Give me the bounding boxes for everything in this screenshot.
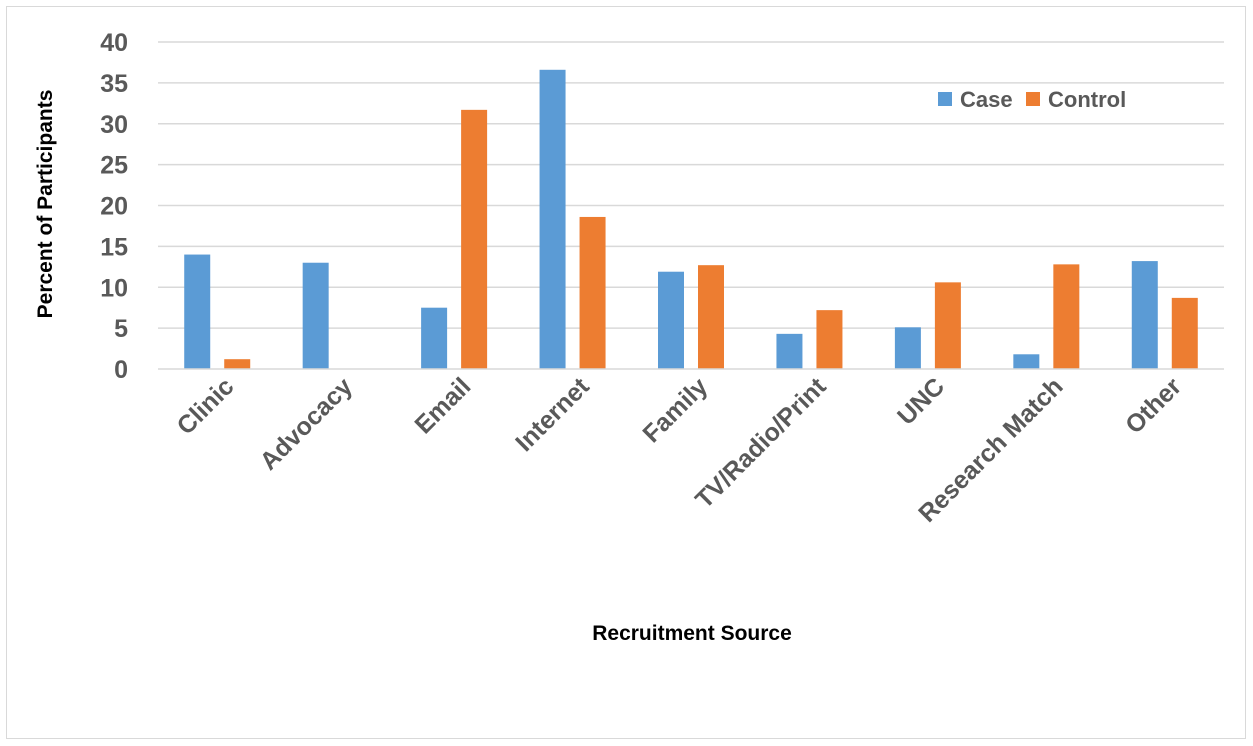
gridlines — [158, 41, 1224, 329]
bar-control-unc — [934, 282, 961, 369]
x-tick-label: Email — [409, 372, 476, 439]
bar-case-other — [1131, 261, 1158, 369]
bar-case-advocacy — [302, 262, 329, 369]
y-tick-label: 5 — [114, 315, 128, 343]
y-axis-title: Percent of Participants — [34, 90, 57, 319]
y-axis-ticks: 0 5 10 15 20 25 30 35 40 — [100, 29, 128, 384]
y-tick-label: 40 — [100, 29, 128, 57]
x-tick-label: Advocacy — [255, 372, 358, 475]
y-tick-label: 20 — [100, 193, 128, 221]
bar-case-email — [421, 307, 448, 369]
chart-frame — [6, 6, 1246, 739]
x-tick-label: Clinic — [172, 372, 240, 440]
bar-control-clinic — [224, 359, 251, 369]
bar-control-other — [1171, 297, 1198, 369]
legend-swatch-control — [1026, 92, 1040, 106]
y-tick-label: 25 — [100, 152, 128, 180]
x-tick-label: UNC — [892, 372, 950, 430]
legend: Case Control — [938, 87, 1126, 112]
bar-case-unc — [894, 327, 921, 369]
bar-case-tv-radio-print — [776, 333, 803, 369]
legend-label-control: Control — [1048, 87, 1126, 112]
bar-control-internet — [579, 216, 606, 369]
bar-case-research-match — [1013, 354, 1040, 369]
bar-case-clinic — [184, 254, 211, 369]
y-tick-label: 0 — [114, 356, 128, 384]
bar-control-family — [698, 265, 724, 369]
y-tick-label: 30 — [100, 111, 128, 139]
bar-control-email — [461, 109, 488, 369]
y-tick-label: 35 — [100, 70, 128, 98]
y-tick-label: 10 — [100, 274, 128, 302]
bar-case-internet — [539, 69, 566, 370]
x-axis-ticks: Clinic Advocacy Email Internet FamilyTV/Radi… — [172, 372, 1188, 528]
bar-case-family — [658, 271, 684, 369]
y-tick-label: 15 — [100, 233, 128, 261]
bar-control-research-match — [1053, 264, 1080, 369]
x-tick-label: Family — [637, 372, 713, 448]
legend-label-case: Case — [960, 87, 1013, 112]
x-tick-label: Other — [1120, 372, 1187, 439]
x-axis-title: Recruitment Source — [592, 622, 792, 645]
bars — [184, 69, 1198, 370]
bar-control-tv-radio-print — [816, 310, 843, 369]
x-tick-label: Internet — [510, 372, 595, 457]
legend-swatch-case — [938, 92, 952, 106]
